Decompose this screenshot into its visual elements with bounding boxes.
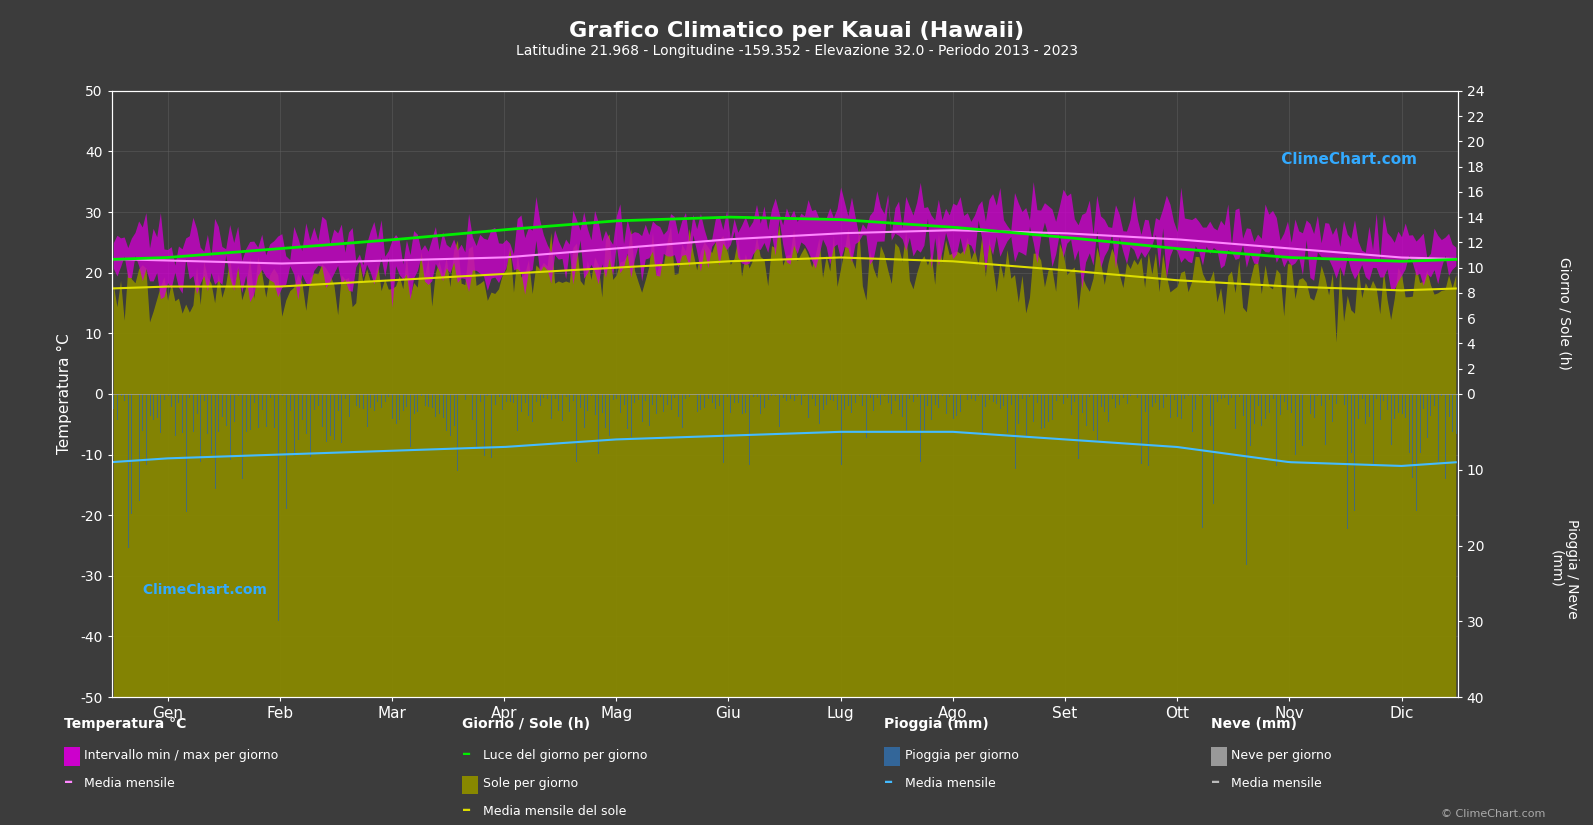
Text: Neve (mm): Neve (mm) (1211, 717, 1297, 731)
Text: Giorno / Sole (h): Giorno / Sole (h) (1558, 257, 1571, 370)
Text: Media mensile del sole: Media mensile del sole (483, 805, 626, 818)
Text: Media mensile: Media mensile (1231, 777, 1322, 790)
Text: Media mensile: Media mensile (905, 777, 996, 790)
Text: ClimeChart.com: ClimeChart.com (139, 583, 268, 597)
Text: –: – (462, 801, 472, 819)
Text: Grafico Climatico per Kauai (Hawaii): Grafico Climatico per Kauai (Hawaii) (569, 21, 1024, 40)
Text: Latitudine 21.968 - Longitudine -159.352 - Elevazione 32.0 - Periodo 2013 - 2023: Latitudine 21.968 - Longitudine -159.352… (516, 44, 1077, 58)
Text: Intervallo min / max per giorno: Intervallo min / max per giorno (84, 749, 279, 762)
Text: Luce del giorno per giorno: Luce del giorno per giorno (483, 749, 647, 762)
Text: © ClimeChart.com: © ClimeChart.com (1440, 808, 1545, 818)
Text: Pioggia / Neve
(mm): Pioggia / Neve (mm) (1550, 520, 1579, 619)
Text: –: – (884, 773, 894, 791)
Text: Temperatura °C: Temperatura °C (64, 717, 186, 731)
Text: –: – (64, 773, 73, 791)
Y-axis label: Temperatura °C: Temperatura °C (57, 333, 72, 455)
Text: –: – (462, 745, 472, 763)
Text: ClimeChart.com: ClimeChart.com (1276, 152, 1416, 167)
Text: Giorno / Sole (h): Giorno / Sole (h) (462, 717, 589, 731)
Text: Neve per giorno: Neve per giorno (1231, 749, 1332, 762)
Text: Sole per giorno: Sole per giorno (483, 777, 578, 790)
Text: Pioggia per giorno: Pioggia per giorno (905, 749, 1018, 762)
Text: Media mensile: Media mensile (84, 777, 175, 790)
Text: Pioggia (mm): Pioggia (mm) (884, 717, 989, 731)
Text: –: – (1211, 773, 1220, 791)
